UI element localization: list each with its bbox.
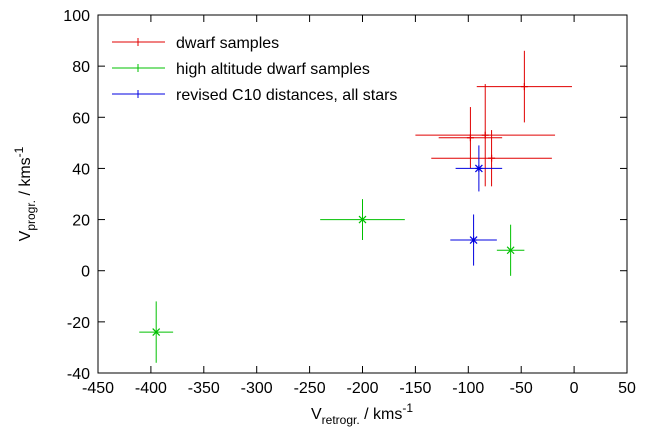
y-tick-label: 20 (72, 213, 90, 230)
x-tick-label: -250 (294, 380, 326, 397)
point (488, 154, 496, 162)
point (520, 83, 528, 91)
marker-stroke (152, 328, 161, 337)
x-label-sub: retrogr. (322, 413, 360, 427)
y-tick-label: -40 (67, 366, 90, 383)
y-tick-label: -20 (67, 315, 90, 332)
y-tick-label: 80 (72, 59, 90, 76)
x-tick-label: 50 (618, 380, 636, 397)
x-axis-label: Vretrogr. / kms-1 (311, 401, 413, 427)
marker-stroke (358, 215, 367, 224)
x-label-main: V (311, 406, 322, 423)
point (474, 164, 483, 173)
marker-stroke (474, 164, 483, 173)
y-label-main: V (17, 230, 34, 241)
x-tick-label: -400 (135, 380, 167, 397)
x-tick-label: 0 (570, 380, 579, 397)
point (152, 328, 161, 337)
point (466, 134, 474, 142)
x-tick-label: -50 (510, 380, 533, 397)
x-tick-label: -100 (452, 380, 484, 397)
point (358, 215, 367, 224)
y-axis-label: Vprogr. / kms-1 (12, 146, 38, 241)
point (506, 246, 515, 255)
legend-label: dwarf samples (176, 35, 279, 52)
point (469, 236, 478, 244)
marker-stroke (469, 236, 478, 244)
y-label-sup: -1 (12, 146, 26, 157)
y-tick-label: 0 (81, 264, 90, 281)
x-label-sup: -1 (402, 401, 413, 415)
marker-stroke (506, 246, 515, 255)
x-tick-label: -150 (399, 380, 431, 397)
x-tick-label: -450 (82, 380, 114, 397)
legend-label: high altitude dwarf samples (176, 61, 370, 78)
x-tick-label: -350 (188, 380, 220, 397)
y-tick-label: 40 (72, 161, 90, 178)
y-tick-label: 100 (63, 8, 90, 25)
y-label-rest: / kms (17, 157, 34, 200)
legend-label: revised C10 distances, all stars (176, 87, 397, 104)
x-tick-label: -300 (241, 380, 273, 397)
x-label-rest: / kms (360, 406, 403, 423)
y-tick-label: 60 (72, 110, 90, 127)
y-label-sub: progr. (24, 200, 38, 231)
x-tick-label: -200 (346, 380, 378, 397)
